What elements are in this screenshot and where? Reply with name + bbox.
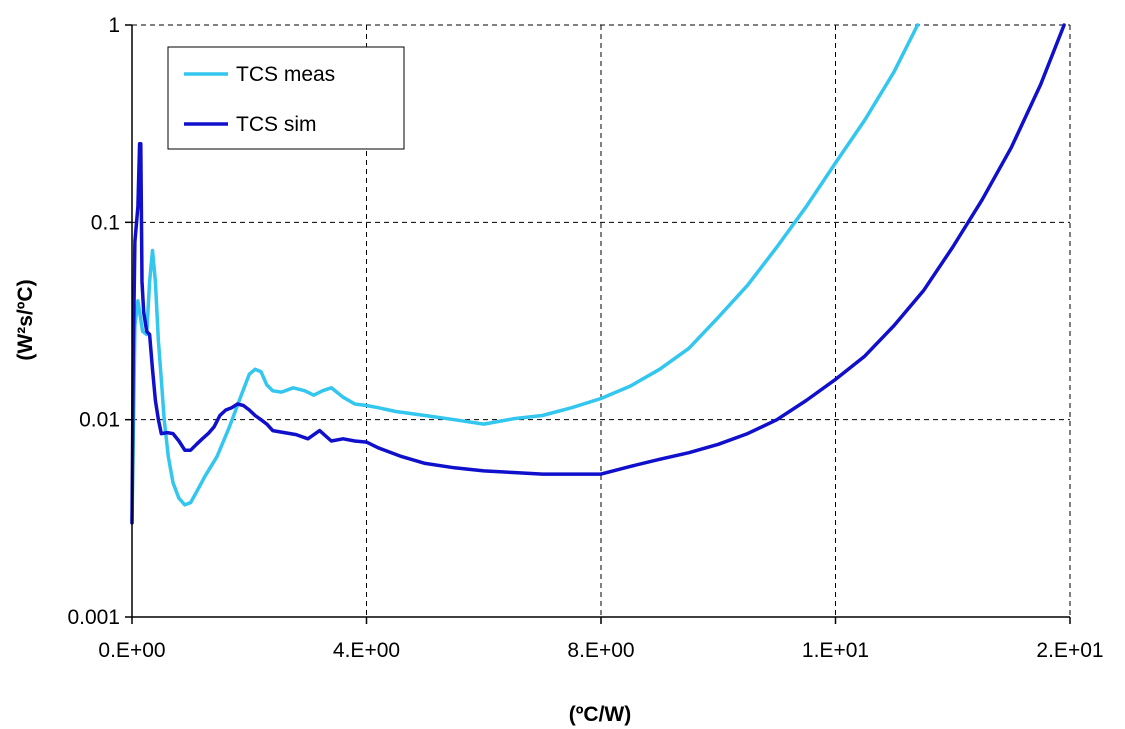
tick-labels: 0.E+00 4.E+00 8.E+00 1.E+01 2.E+01 0.001 0.01 0… [67,14,1103,662]
x-axis-title: (ºC/W) [569,703,631,726]
series-line-tcs-sim [130,23,1066,525]
legend-box [167,46,405,150]
x-tick-label: 8.E+00 [567,639,634,662]
gridlines [132,24,1071,617]
legend-label-tcs-meas: TCS meas [236,63,335,86]
x-tick-label: 1.E+01 [802,639,869,662]
y-axis-title: (W²s/ºC) [14,279,37,360]
legend-label-tcs-sim: TCS sim [236,113,317,136]
y-tick-label: 0.1 [91,211,120,234]
series-line-tcs-meas [130,23,920,525]
x-tick-label: 4.E+00 [333,639,400,662]
y-tick-label: 1 [108,14,120,37]
x-tick-label: 2.E+01 [1036,639,1103,662]
series-layer [130,23,1066,525]
y-tick-label: 0.01 [79,409,120,432]
legend: TCS meas TCS sim [167,46,405,150]
x-tick-label: 0.E+00 [98,639,165,662]
y-tick-label: 0.001 [67,606,120,629]
